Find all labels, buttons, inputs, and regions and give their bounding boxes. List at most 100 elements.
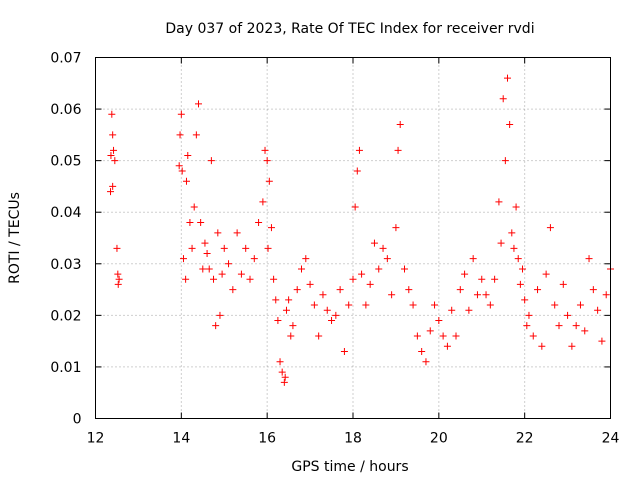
data-point [218, 270, 226, 278]
x-tick-label: 12 [87, 431, 105, 447]
data-point [401, 265, 408, 273]
data-point [293, 286, 301, 294]
data-point [413, 332, 421, 340]
data-point [242, 244, 250, 252]
data-point [233, 229, 241, 237]
data-point [499, 95, 507, 103]
chart-title: Day 037 of 2023, Rate Of TEC Index for r… [165, 21, 534, 37]
data-point [559, 280, 567, 288]
data-point [285, 296, 293, 304]
y-tick-labels: 0 0.01 0.02 0.03 0.04 0.05 0.06 0.07 [50, 51, 81, 428]
data-point [186, 219, 194, 227]
data-point [323, 306, 331, 314]
data-point [478, 275, 486, 283]
data-point [265, 177, 273, 185]
data-point [179, 255, 187, 263]
data-point [426, 327, 434, 335]
data-point [259, 198, 267, 206]
data-point [270, 275, 278, 283]
data-point [521, 296, 529, 304]
x-tick-label: 18 [344, 431, 362, 447]
data-point [538, 342, 546, 350]
data-point [281, 373, 289, 381]
data-point [388, 291, 396, 299]
data-point [214, 229, 222, 237]
data-point [282, 306, 290, 314]
data-point [594, 306, 602, 314]
data-point [278, 368, 286, 376]
data-point [358, 270, 366, 278]
data-point [355, 146, 363, 154]
data-point [602, 291, 610, 299]
y-tick-label: 0.02 [50, 308, 81, 324]
data-point [267, 224, 275, 232]
axis-ticks [95, 57, 611, 419]
data-point [229, 286, 237, 294]
data-point [366, 280, 374, 288]
x-tick-label: 14 [172, 431, 190, 447]
data-point [328, 317, 336, 325]
data-point [473, 291, 481, 299]
data-point [394, 146, 402, 154]
data-point [207, 157, 215, 165]
data-point [351, 203, 359, 211]
x-axis-label: GPS time / hours [291, 459, 408, 475]
data-point [422, 358, 430, 366]
data-point [409, 301, 417, 309]
data-point [568, 342, 576, 350]
data-point [237, 270, 245, 278]
data-point [310, 301, 318, 309]
y-tick-label: 0.05 [50, 154, 81, 170]
data-point [276, 358, 284, 366]
data-point [396, 121, 404, 129]
data-point [336, 286, 344, 294]
data-point [392, 224, 400, 232]
data-point [495, 198, 503, 206]
data-point [340, 347, 348, 355]
data-point [486, 301, 494, 309]
data-point [551, 301, 559, 309]
data-point [315, 332, 323, 340]
data-point [456, 286, 464, 294]
data-point [585, 255, 593, 263]
x-tick-label: 24 [602, 431, 620, 447]
data-point [264, 244, 272, 252]
data-point [107, 188, 115, 196]
data-point [448, 306, 456, 314]
data-point [212, 322, 220, 330]
data-point [280, 378, 288, 386]
data-point [210, 275, 218, 283]
data-point [109, 182, 117, 190]
data-point [178, 167, 186, 175]
y-tick-label: 0.01 [50, 360, 81, 376]
data-point [190, 203, 198, 211]
data-points [107, 74, 614, 386]
data-point [555, 322, 563, 330]
x-tick-labels: 12 14 16 18 20 22 24 [87, 431, 620, 447]
data-point [523, 322, 531, 330]
data-point [418, 347, 426, 355]
data-point [197, 219, 205, 227]
data-point [115, 275, 123, 283]
data-point [274, 317, 282, 325]
data-point [482, 291, 490, 299]
y-axis-label: ROTI / TECUs [7, 192, 23, 284]
data-point [109, 131, 117, 139]
data-point [379, 244, 387, 252]
data-point [581, 327, 589, 335]
data-point [491, 275, 499, 283]
data-point [220, 244, 228, 252]
data-point [510, 244, 518, 252]
data-point [195, 100, 202, 108]
x-tick-label: 22 [516, 431, 534, 447]
data-point [225, 260, 233, 268]
data-point [514, 255, 522, 263]
data-point [501, 157, 509, 165]
data-point [439, 332, 447, 340]
data-point [353, 167, 361, 175]
data-point [114, 280, 122, 288]
data-point [497, 239, 505, 247]
y-tick-label: 0 [73, 412, 82, 428]
data-point [177, 110, 185, 118]
